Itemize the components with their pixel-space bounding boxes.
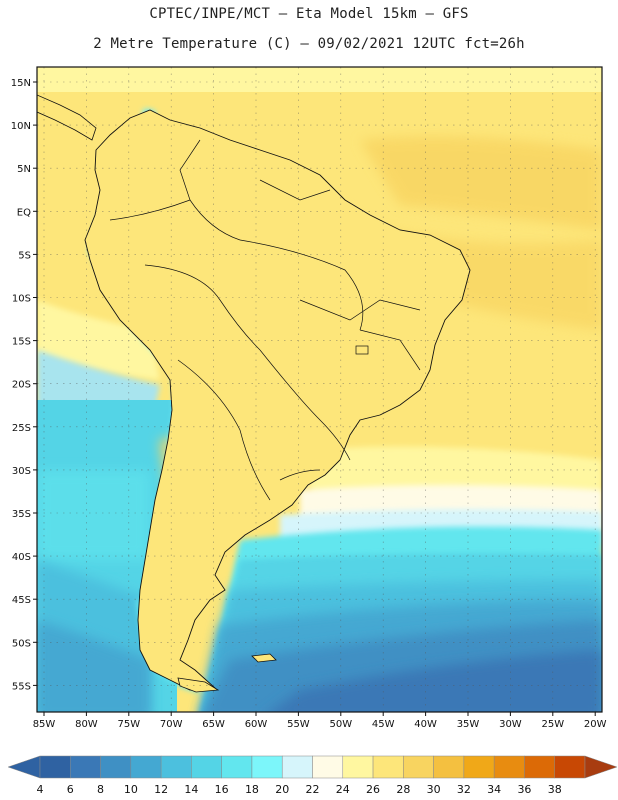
legend-swatch — [221, 755, 253, 779]
lat-tick-label: 15N — [11, 78, 31, 89]
legend-label: 28 — [396, 783, 410, 796]
lon-tick-label: 30W — [499, 719, 522, 730]
legend-label: 4 — [37, 783, 44, 796]
legend-arrow-high — [584, 755, 618, 779]
title-line-2: 2 Metre Temperature (C) – 09/02/2021 12U… — [93, 36, 525, 52]
legend-label: 30 — [427, 783, 441, 796]
lat-tick-label: 10N — [11, 121, 31, 132]
legend-swatch — [160, 755, 192, 779]
lon-tick-label: 55W — [287, 719, 310, 730]
lon-tick-label: 20W — [584, 719, 607, 730]
lon-tick-label: 65W — [202, 719, 225, 730]
continent-land — [37, 94, 471, 693]
legend-label: 22 — [306, 783, 320, 796]
legend-swatch — [70, 755, 101, 779]
lat-tick-label: 10S — [12, 294, 31, 305]
lat-tick-label: 30S — [12, 466, 31, 477]
lat-tick-label: EQ — [17, 207, 31, 218]
legend-label: 8 — [97, 783, 104, 796]
legend-swatch — [39, 755, 71, 779]
legend-arrow-low — [7, 755, 41, 779]
legend-label: 6 — [67, 783, 74, 796]
lat-tick-label: 40S — [12, 552, 31, 563]
lon-tick-label: 25W — [541, 719, 564, 730]
legend-label: 16 — [215, 783, 229, 796]
lat-tick-label: 50S — [12, 638, 31, 649]
legend-label: 20 — [275, 783, 289, 796]
lat-tick-label: 5S — [18, 250, 31, 261]
legend-swatch — [372, 755, 404, 779]
legend-swatch — [312, 755, 344, 779]
legend-swatch — [493, 755, 525, 779]
lat-tick-label: 55S — [12, 681, 31, 692]
map-area — [37, 67, 602, 712]
lon-tick-label: 40W — [414, 719, 437, 730]
legend-swatch — [403, 755, 434, 779]
legend-label: 12 — [154, 783, 168, 796]
legend-label: 10 — [124, 783, 138, 796]
lat-tick-label: 20S — [12, 380, 31, 391]
lon-tick-label: 85W — [33, 719, 56, 730]
lon-tick-label: 50W — [329, 719, 352, 730]
legend-label: 36 — [517, 783, 531, 796]
legend-swatch — [281, 755, 313, 779]
lon-tick-label: 75W — [117, 719, 140, 730]
lat-tick-label: 25S — [12, 423, 31, 434]
legend-swatch — [130, 755, 162, 779]
legend-label: 14 — [184, 783, 198, 796]
legend-swatch — [463, 755, 495, 779]
longitude-axis: 85W 80W 75W 70W 65W 60W 55W 50W 45W 40W 35W 30W 25W 2… — [33, 712, 607, 730]
lat-tick-label: 15S — [12, 337, 31, 348]
lon-tick-label: 60W — [245, 719, 268, 730]
map-frame — [36, 66, 603, 713]
legend-swatch — [524, 755, 555, 779]
legend-swatch — [191, 755, 222, 779]
lon-tick-label: 35W — [457, 719, 480, 730]
temperature-legend: 4 6 8 10 12 14 16 18 20 22 24 26 28 30 32 34 36 38 — [7, 755, 618, 796]
lon-tick-label: 45W — [372, 719, 395, 730]
legend-swatch — [251, 755, 283, 779]
lat-tick-label: 45S — [12, 595, 31, 606]
latitude-axis: 15N 10N 5N EQ 5S 10S 15S 20S 25S 30S 35S 40S 45S 50S 5… — [11, 78, 37, 692]
legend-swatch — [100, 755, 132, 779]
legend-label: 32 — [457, 783, 471, 796]
legend-label: 24 — [336, 783, 350, 796]
lon-tick-label: 80W — [75, 719, 98, 730]
lat-tick-label: 35S — [12, 509, 31, 520]
legend-label: 26 — [366, 783, 380, 796]
legend-label: 34 — [487, 783, 501, 796]
legend-label: 38 — [548, 783, 562, 796]
lat-tick-label: 5N — [17, 164, 31, 175]
lon-tick-label: 70W — [160, 719, 183, 730]
legend-swatch — [554, 755, 586, 779]
legend-swatch — [433, 755, 465, 779]
legend-label: 18 — [245, 783, 259, 796]
legend-swatch — [342, 755, 374, 779]
title-line-1: CPTEC/INPE/MCT – Eta Model 15km – GFS — [149, 6, 469, 22]
